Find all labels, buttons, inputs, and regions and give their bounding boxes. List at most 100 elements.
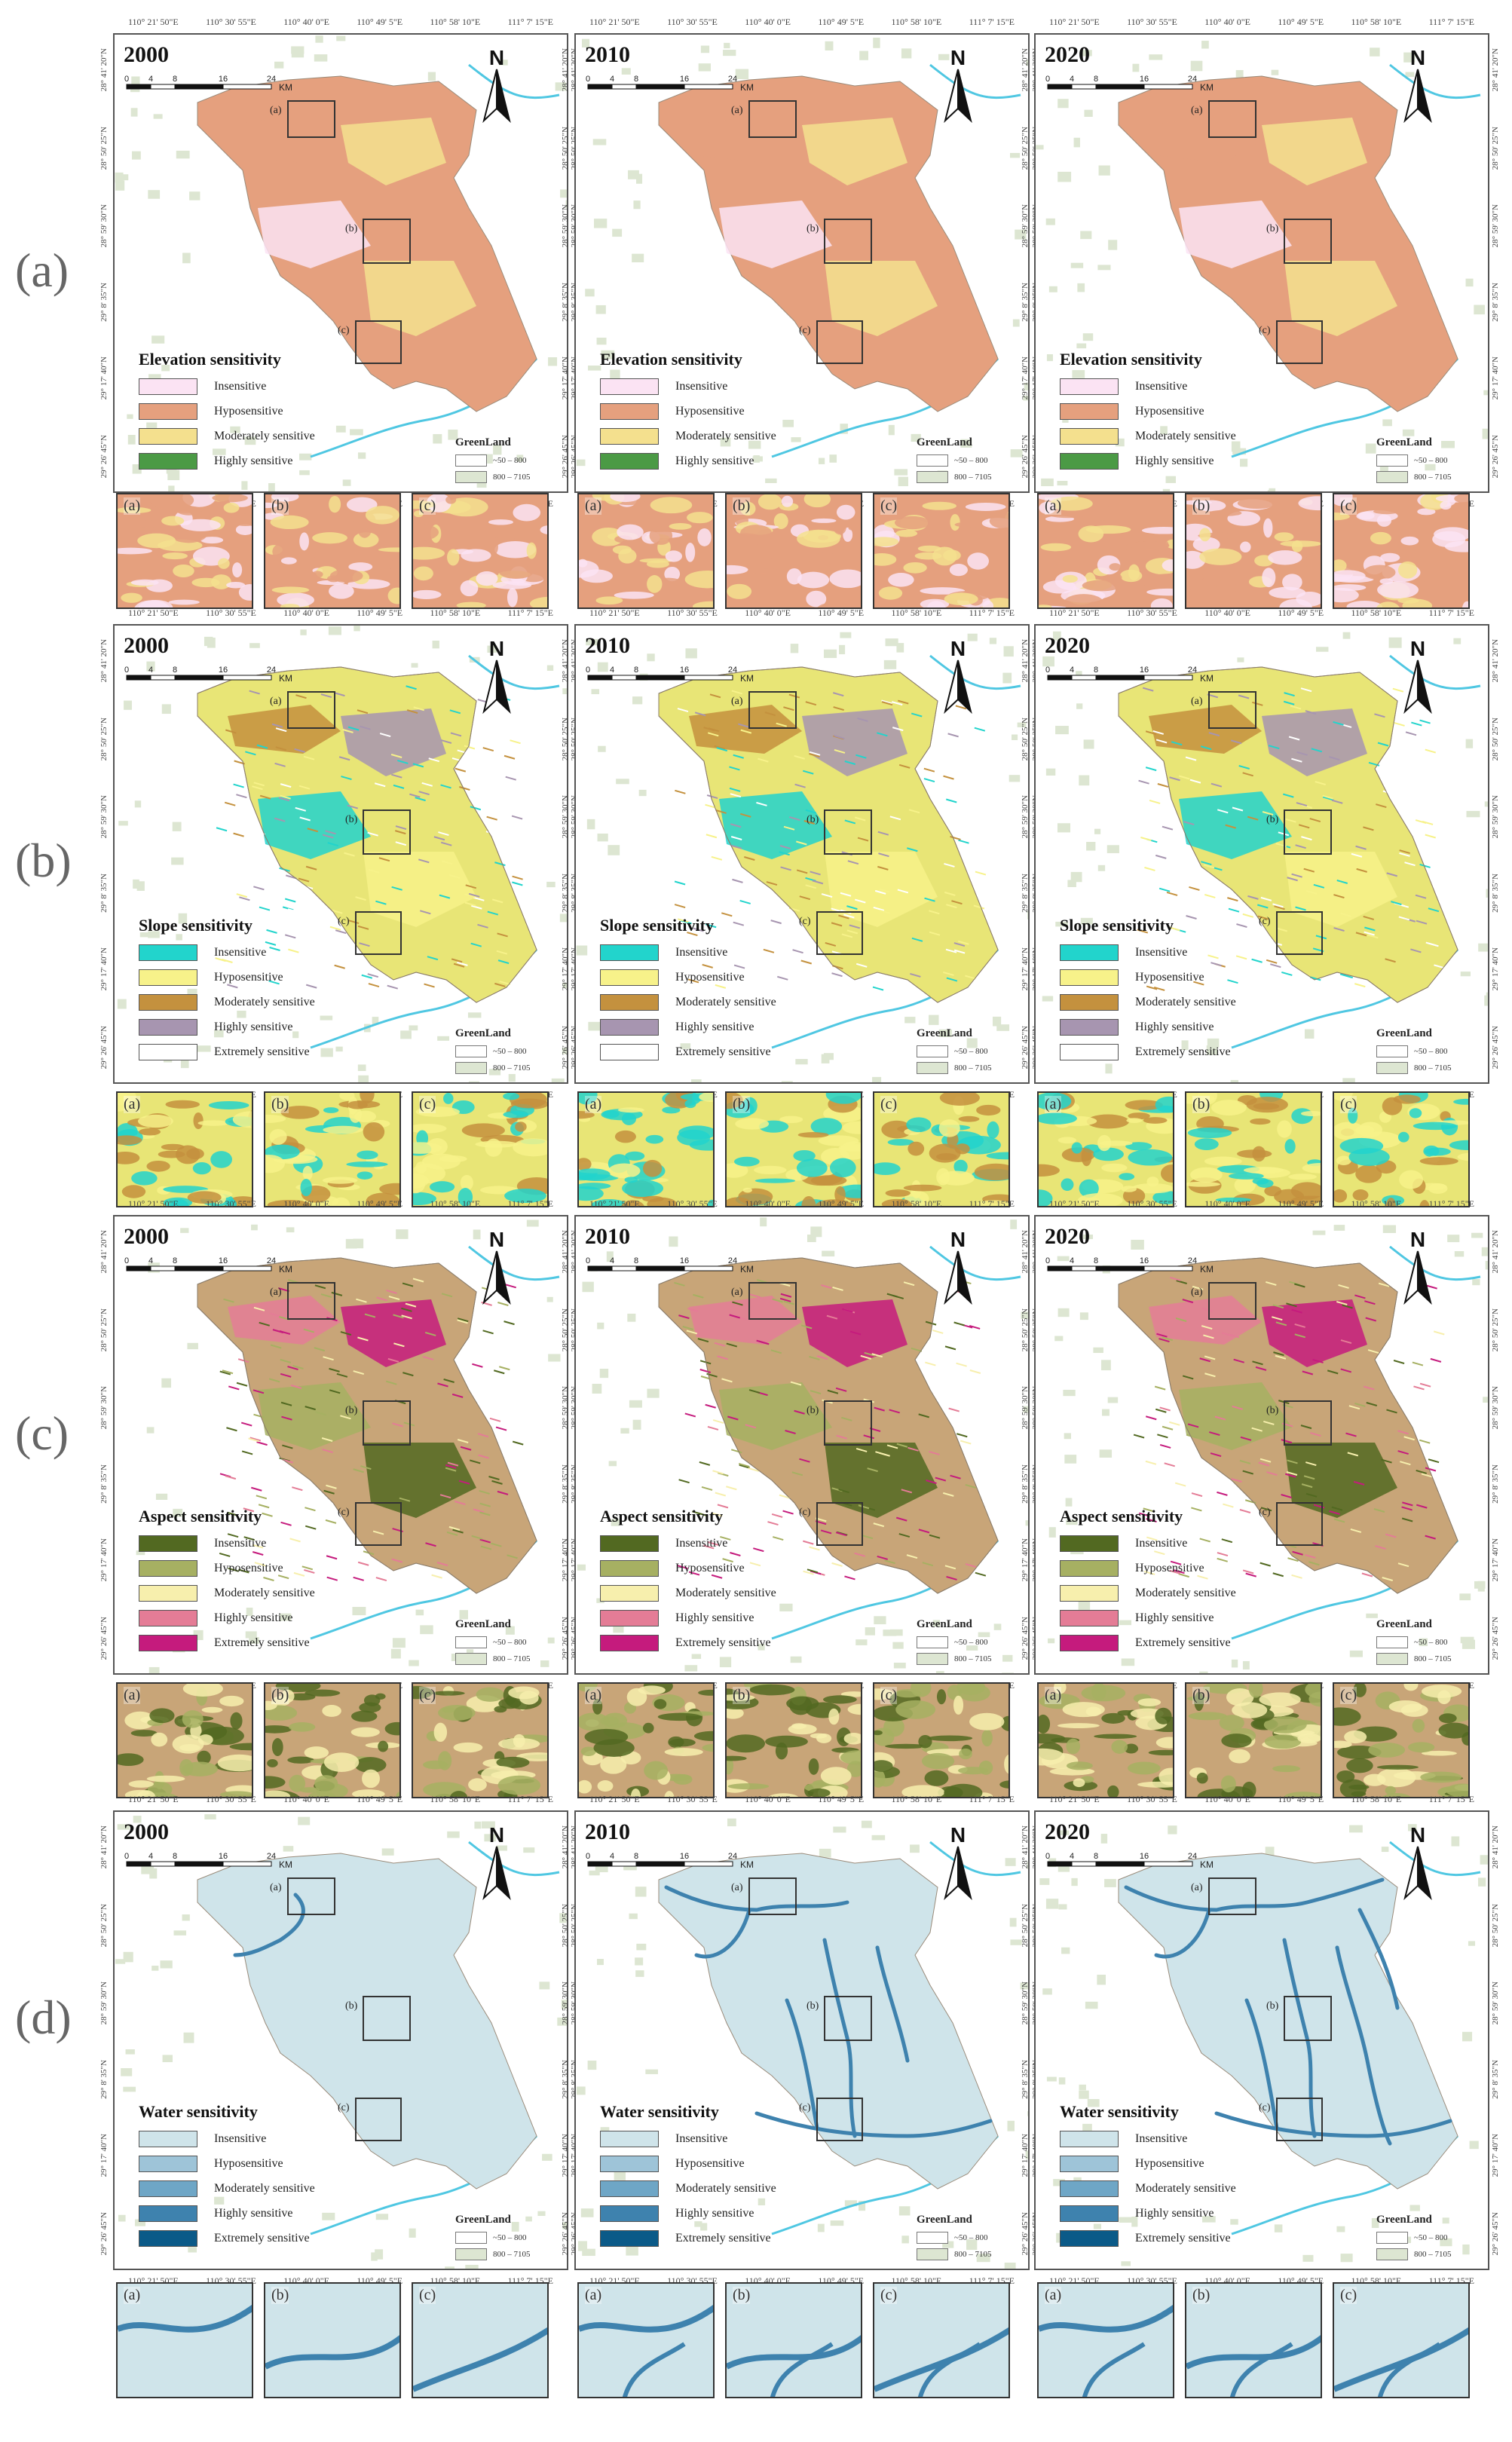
greenland-cell: [560, 189, 567, 198]
inset-patch: [1091, 1684, 1106, 1701]
texture-stroke: [440, 784, 451, 789]
texture-stroke: [329, 926, 341, 931]
texture-stroke: [1235, 955, 1247, 960]
greenland-legend-item: 800 – 7105: [917, 2246, 1007, 2263]
latitude-tick: 28° 59' 30"N: [99, 795, 109, 839]
texture-stroke: [686, 1330, 698, 1335]
texture-stroke: [1300, 1424, 1312, 1430]
legend: Insensitive Hyposensitive Moderately sensi…: [139, 374, 315, 473]
greenland-cell: [1064, 1433, 1071, 1440]
inset-patch: [302, 1165, 313, 1180]
greenland-legend: GreenLand ~50 – 800 800 – 7105: [455, 1618, 546, 1667]
latitude-tick: 29° 8' 35"N: [99, 1464, 109, 1504]
longitude-tick: 110° 49' 5"E: [818, 1198, 865, 1209]
inset-label: (b): [1192, 1096, 1211, 1113]
texture-stroke: [1242, 772, 1253, 777]
texture-stroke: [1175, 1317, 1187, 1322]
latitude-tick: 29° 17' 40"N: [561, 1538, 570, 1582]
texture-stroke: [1398, 916, 1410, 921]
inset-patch: [579, 1186, 604, 1201]
legend-label: Highly sensitive: [675, 2206, 754, 2220]
greenland-cell: [1053, 631, 1061, 641]
inset-patch: [687, 512, 713, 524]
greenland-cell: [1026, 60, 1028, 66]
greenland-cell: [989, 638, 997, 644]
water-channel: [727, 2334, 861, 2370]
greenland-cell: [1002, 1672, 1014, 1673]
greenland-cell: [1041, 478, 1054, 487]
texture-stroke: [1403, 1436, 1415, 1441]
inset-patch: [179, 1744, 200, 1752]
scale-tick: 4: [148, 1852, 153, 1861]
inset-patch: [200, 537, 224, 544]
texture-stroke: [1356, 868, 1367, 873]
inset-patch: [806, 590, 827, 607]
greenland-cell: [555, 82, 567, 91]
inset-patch: [1125, 1100, 1163, 1110]
greenland-cell: [883, 1630, 897, 1636]
texture-stroke: [353, 1370, 365, 1376]
texture-stroke: [440, 841, 452, 846]
water-channel: [1230, 2342, 1293, 2397]
texture-stroke: [387, 984, 399, 990]
texture-stroke: [445, 1464, 457, 1469]
greenland-cell: [632, 1419, 641, 1430]
greenland-cell: [1010, 1219, 1018, 1229]
texture-stroke: [1221, 1332, 1233, 1337]
inset-patch: [638, 1685, 666, 1695]
texture-stroke: [1290, 705, 1302, 710]
texture-stroke: [305, 1507, 316, 1512]
texture-stroke: [833, 706, 844, 711]
inset-patch: [592, 1698, 603, 1715]
inset-patch: [727, 533, 766, 546]
water-channel: [1214, 2111, 1452, 2138]
texture-stroke: [1201, 861, 1212, 866]
scale-tick: 8: [634, 1852, 638, 1861]
greenland-cell: [938, 54, 950, 60]
inset-patch: [413, 600, 433, 607]
latitude-tick: 29° 17' 40"N: [1491, 357, 1500, 400]
greenland-cell: [829, 454, 837, 463]
texture-stroke: [958, 839, 969, 844]
legend-label: Hyposensitive: [1135, 404, 1204, 418]
legend-swatch: [1060, 427, 1119, 445]
inset-patch: [265, 502, 278, 509]
inset-patch: [1334, 1122, 1365, 1140]
inset-patch: [460, 1174, 473, 1191]
inset-patch: [1272, 1765, 1301, 1773]
legend-item: Extremely sensitive: [600, 1630, 776, 1655]
texture-stroke: [259, 1321, 270, 1327]
texture-stroke: [942, 1492, 954, 1497]
texture-stroke: [385, 1380, 397, 1385]
greenland-legend-label: ~50 – 800: [1414, 1047, 1448, 1056]
greenland-cell: [1061, 1947, 1070, 1954]
legend-swatch: [600, 2229, 659, 2247]
legend-item: Hyposensitive: [1060, 2151, 1236, 2176]
texture-stroke: [1169, 1569, 1180, 1574]
legend-title: Slope sensitivity: [139, 916, 253, 935]
texture-stroke: [1285, 1473, 1296, 1478]
texture-stroke: [748, 1389, 761, 1394]
greenland-cell: [901, 48, 912, 59]
greenland-cell: [136, 1550, 145, 1556]
latitude-tick: 28° 59' 30"N: [561, 204, 570, 248]
legend-swatch: [600, 1634, 659, 1651]
greenland-cell: [1010, 1939, 1022, 1945]
texture-stroke: [772, 1536, 784, 1541]
texture-stroke: [946, 1575, 957, 1581]
greenland-legend: GreenLand ~50 – 800 800 – 7105: [917, 436, 1007, 485]
greenland-cell: [1342, 632, 1351, 639]
texture-stroke: [945, 948, 957, 953]
texture-stroke: [1363, 826, 1374, 831]
inset-patch: [1086, 1114, 1129, 1129]
inset-patch: [265, 1725, 292, 1734]
greenland-cell: [840, 632, 852, 638]
greenland-cell: [1237, 657, 1244, 663]
texture-stroke: [236, 794, 247, 799]
longitude-tick: 110° 40' 0"E: [745, 17, 791, 27]
greenland-cell: [684, 1665, 698, 1672]
texture-stroke: [280, 880, 292, 886]
longitude-tick: 110° 21' 50"E: [1049, 1794, 1100, 1804]
texture-stroke: [1138, 779, 1149, 785]
texture-stroke: [505, 776, 517, 781]
